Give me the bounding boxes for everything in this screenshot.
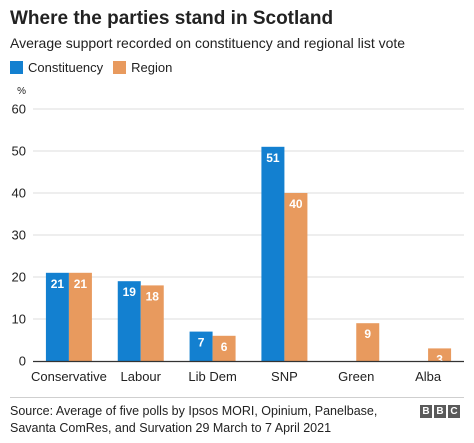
chart-subtitle: Average support recorded on constituency… [10, 35, 406, 51]
legend-item-constituency: Constituency [10, 60, 103, 75]
bar-alba-region [428, 348, 452, 361]
y-tick-label-50: 50 [12, 144, 26, 159]
bar-labour-constituency [117, 281, 141, 361]
legend-label-region: Region [131, 60, 173, 75]
data-label-lib-dem-region: 6 [221, 340, 228, 354]
y-tick-label-40: 40 [12, 186, 26, 201]
chart-title: Where the parties stand in Scotland [10, 8, 334, 29]
bar-conservative-constituency [45, 272, 69, 361]
data-label-labour-constituency: 19 [123, 285, 137, 299]
data-label-lib-dem-constituency: 7 [198, 336, 205, 350]
legend: Constituency Region [10, 60, 182, 75]
bar-conservative-region [68, 272, 92, 361]
bar-labour-region [140, 285, 164, 361]
x-tick-label-lib-dem: Lib Dem [188, 369, 236, 384]
y-tick-label-10: 10 [12, 312, 26, 327]
data-label-conservative-region: 21 [74, 277, 88, 291]
bar-chart: % 0 10 20 30 40 50 60 21 21 Conservative 19 18 Labour… [12, 86, 464, 384]
legend-swatch-region [113, 61, 127, 74]
x-tick-label-labour: Labour [121, 369, 162, 384]
y-tick-label-0: 0 [19, 354, 26, 369]
y-tick-label-30: 30 [12, 228, 26, 243]
bar-green-region [356, 323, 380, 361]
data-label-alba-region: 3 [436, 352, 443, 366]
data-label-green-region: 9 [364, 327, 371, 341]
data-label-conservative-constituency: 21 [51, 277, 65, 291]
x-tick-label-alba: Alba [415, 369, 442, 384]
bar-lib-dem-constituency [189, 331, 213, 361]
data-label-snp-region: 40 [289, 197, 303, 211]
bbc-logo-block-3: C [448, 405, 460, 418]
bar-lib-dem-region [212, 335, 236, 361]
bbc-logo: B B C [418, 405, 460, 418]
bar-snp-constituency [261, 146, 285, 361]
bbc-logo-block-1: B [420, 405, 432, 418]
data-label-snp-constituency: 51 [266, 151, 280, 165]
y-axis-unit-label: % [17, 86, 26, 97]
y-tick-label-20: 20 [12, 270, 26, 285]
x-tick-label-snp: SNP [271, 369, 298, 384]
legend-swatch-constituency [10, 61, 23, 74]
legend-item-region: Region [113, 60, 172, 75]
x-tick-label-conservative: Conservative [31, 369, 107, 384]
bbc-logo-block-2: B [434, 405, 446, 418]
source-note: Source: Average of five polls by Ipsos M… [10, 404, 378, 435]
legend-label-constituency: Constituency [28, 60, 104, 75]
x-tick-label-green: Green [338, 369, 374, 384]
y-tick-label-60: 60 [12, 102, 26, 117]
data-label-labour-region: 18 [146, 289, 160, 303]
bar-snp-region [284, 193, 308, 361]
footer-divider [10, 397, 464, 398]
